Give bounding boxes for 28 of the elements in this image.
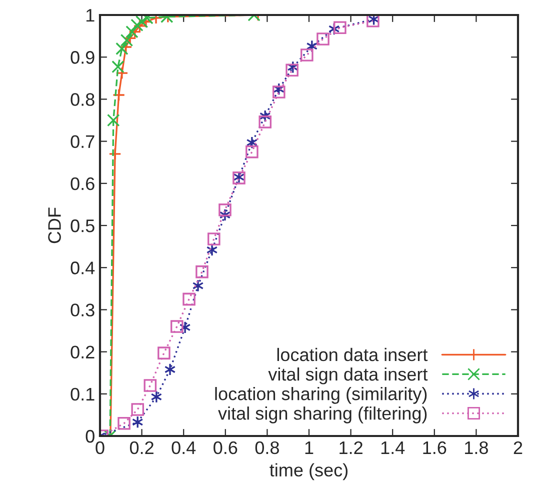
x-tick-label: 2 xyxy=(514,441,522,454)
x-tick-label: 0.8 xyxy=(255,441,279,454)
x-tick-label: 1.6 xyxy=(423,441,446,454)
y-tick-label: 0.6 xyxy=(70,177,94,190)
y-tick-label: 0.2 xyxy=(70,346,94,359)
x-tick-label: 1.8 xyxy=(465,441,488,454)
y-tick-label: 0.4 xyxy=(70,262,95,274)
legend-label: location data insert xyxy=(277,348,428,362)
y-tick-label: 0.8 xyxy=(70,93,94,106)
legend-label: vital sign sharing (filtering) xyxy=(218,406,427,424)
x-axis-title: time (sec) xyxy=(270,463,348,480)
y-tick-label: 0.7 xyxy=(70,135,94,148)
y-axis-title: CDF xyxy=(48,208,61,244)
y-tick-label: 1 xyxy=(86,9,94,22)
x-tick-label: 1.4 xyxy=(381,442,405,454)
y-tick-label: 0.1 xyxy=(70,388,94,401)
x-tick-label: 1 xyxy=(305,442,314,454)
y-tick-label: 0 xyxy=(86,430,94,443)
x-tick-label: 0.4 xyxy=(172,441,196,454)
legend-label: location sharing (similarity) xyxy=(215,386,427,404)
y-tick-label: 0.3 xyxy=(70,304,94,316)
x-tick-label: 1.2 xyxy=(340,441,362,454)
x-tick-label: 0.2 xyxy=(130,441,154,454)
y-tick-label: 0.9 xyxy=(70,51,94,64)
x-tick-label: 0.6 xyxy=(214,441,238,454)
legend-label: vital sign data insert xyxy=(268,367,428,384)
x-tick-label: 0 xyxy=(96,441,104,454)
y-tick-label: 0.5 xyxy=(70,219,94,232)
